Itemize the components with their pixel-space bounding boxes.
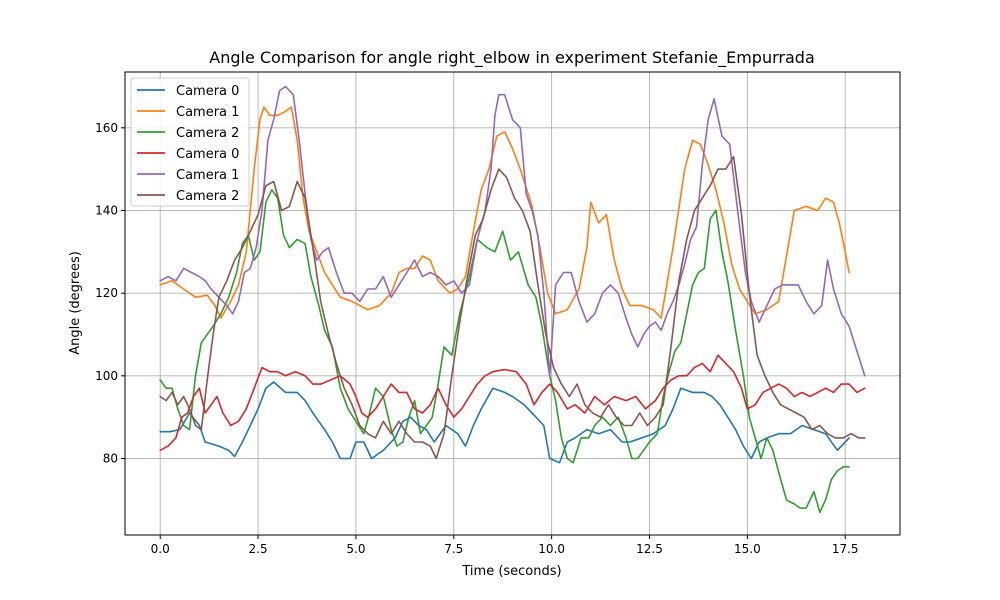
y-axis: 80 100 120 140 160: [95, 121, 125, 466]
x-axis: 0.0 2.5 5.0 7.5 10.0 12.5 15.0 17.5: [151, 535, 859, 556]
legend-label-1: Camera 0: [176, 84, 239, 99]
y-axis-title: Angle (degrees): [68, 251, 83, 355]
x-tick-label: 12.5: [636, 542, 663, 556]
series-line-1: [159, 381, 850, 464]
x-axis-title: Time (seconds): [461, 564, 561, 579]
legend-label-5: Camera 1: [176, 168, 239, 183]
x-tick-label: 17.5: [832, 542, 859, 556]
y-tick-label: 140: [95, 203, 118, 217]
plot-area-frame: [124, 71, 901, 536]
series-line-3: [159, 189, 850, 514]
y-grid-lines: [125, 127, 900, 459]
x-tick-label: 15.0: [734, 542, 761, 556]
y-tick-label: 100: [95, 369, 118, 383]
legend-label-4: Camera 0: [176, 147, 239, 162]
legend: Camera 0 Camera 1 Camera 2 Camera 0 Camera 1…: [130, 77, 250, 207]
legend-label-6: Camera 2: [176, 189, 239, 204]
series-line-6: [159, 155, 866, 460]
y-tick-label: 120: [95, 286, 118, 300]
series-line-4: [159, 354, 866, 452]
x-tick-label: 2.5: [249, 542, 268, 556]
y-tick-label: 160: [95, 121, 118, 135]
x-tick-label: 0.0: [151, 542, 170, 556]
x-tick-label: 5.0: [346, 542, 365, 556]
legend-label-2: Camera 1: [176, 105, 239, 120]
series-layer: [159, 85, 866, 514]
x-tick-label: 10.0: [538, 542, 565, 556]
legend-label-3: Camera 2: [176, 126, 239, 141]
series-line-5: [159, 85, 866, 377]
x-tick-label: 7.5: [444, 542, 463, 556]
chart-title: Angle Comparison for angle right_elbow i…: [209, 48, 815, 68]
y-tick-label: 80: [103, 452, 118, 466]
